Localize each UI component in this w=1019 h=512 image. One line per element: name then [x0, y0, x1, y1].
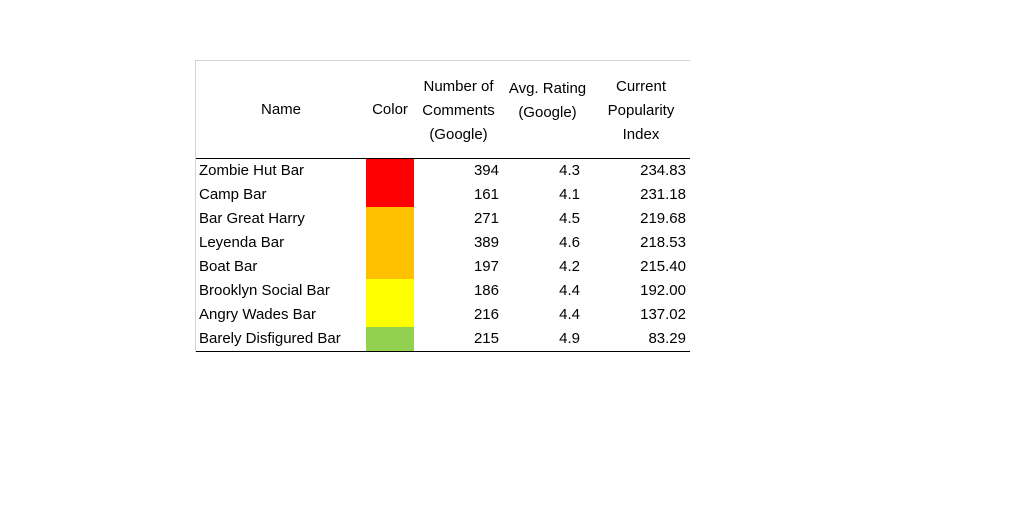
table-body: Zombie Hut Bar 394 4.3 234.83 Camp Bar 161 4.1… — [196, 158, 690, 352]
cell-rating: 4.5 — [559, 210, 580, 227]
cell-name: Camp Bar — [199, 186, 267, 203]
cell-name: Leyenda Bar — [199, 234, 285, 251]
cell-color-swatch — [366, 158, 414, 183]
cell-comments: 197 — [473, 258, 499, 275]
table-row: Leyenda Bar 389 4.6 218.53 — [196, 231, 690, 255]
cell-popularity: 192.00 — [640, 282, 686, 299]
cell-rating: 4.9 — [503, 327, 592, 352]
cell-popularity: 215.40 — [640, 258, 686, 275]
header-comments: Number of Comments (Google) — [414, 61, 503, 159]
cell-popularity: 234.83 — [640, 162, 686, 179]
cell-comments: 186 — [473, 282, 499, 299]
header-popularity-line-2: Popularity — [607, 101, 675, 119]
cell-color-swatch — [366, 327, 414, 352]
cell-color-swatch — [366, 255, 414, 279]
bar-popularity-table: Name Color Number of Comments (Google) A… — [195, 60, 690, 352]
cell-popularity: 231.18 — [640, 186, 686, 203]
table-row: Boat Bar 197 4.2 215.40 — [196, 255, 690, 279]
table-row: Brooklyn Social Bar 186 4.4 192.00 — [196, 279, 690, 303]
cell-name: Angry Wades Bar — [199, 306, 316, 323]
header-rating-line-1: Avg. Rating — [508, 79, 587, 97]
header-rating: Avg. Rating (Google) — [503, 61, 592, 159]
header-name: Name — [196, 61, 366, 159]
table-row: Camp Bar 161 4.1 231.18 — [196, 183, 690, 207]
header-rating-line-2: (Google) — [518, 103, 577, 121]
cell-color-swatch — [366, 183, 414, 207]
header-popularity: Current Popularity Index — [592, 61, 690, 159]
data-table: Name Color Number of Comments (Google) A… — [196, 61, 690, 352]
table-row: Barely Disfigured Bar 215 4.9 83.29 — [196, 327, 690, 352]
cell-popularity: 137.02 — [640, 306, 686, 323]
header-comments-line-3: (Google) — [429, 125, 488, 143]
cell-comments: 389 — [473, 234, 499, 251]
table-row: Angry Wades Bar 216 4.4 137.02 — [196, 303, 690, 327]
cell-comments: 394 — [473, 162, 499, 179]
cell-popularity: 219.68 — [640, 210, 686, 227]
cell-color-swatch — [366, 303, 414, 327]
cell-comments: 161 — [473, 186, 499, 203]
header-comments-line-1: Number of — [423, 77, 494, 95]
cell-name: Boat Bar — [199, 258, 258, 275]
header-comments-line-2: Comments — [422, 101, 495, 119]
cell-rating: 4.2 — [559, 258, 580, 275]
cell-rating: 4.3 — [559, 162, 580, 179]
header-color-line-1: Color — [372, 100, 408, 118]
cell-name: Bar Great Harry — [199, 210, 305, 227]
cell-name: Zombie Hut Bar — [199, 162, 305, 179]
cell-name: Brooklyn Social Bar — [199, 282, 330, 299]
header-row: Name Color Number of Comments (Google) A… — [196, 61, 690, 159]
cell-rating: 4.4 — [559, 282, 580, 299]
header-popularity-line-1: Current — [615, 77, 667, 95]
table-row: Zombie Hut Bar 394 4.3 234.83 — [196, 158, 690, 183]
header-name-line-1: Name — [260, 100, 301, 118]
cell-rating: 4.1 — [559, 186, 580, 203]
header-popularity-line-3: Index — [622, 125, 660, 143]
cell-color-swatch — [366, 279, 414, 303]
cell-rating: 4.6 — [559, 234, 580, 251]
cell-popularity: 83.29 — [592, 327, 690, 352]
cell-name: Barely Disfigured Bar — [196, 327, 366, 352]
cell-comments: 215 — [414, 327, 503, 352]
cell-rating: 4.4 — [559, 306, 580, 323]
header-color: Color — [366, 61, 414, 159]
cell-color-swatch — [366, 207, 414, 231]
table-row: Bar Great Harry 271 4.5 219.68 — [196, 207, 690, 231]
cell-popularity: 218.53 — [640, 234, 686, 251]
cell-comments: 216 — [473, 306, 499, 323]
cell-comments: 271 — [473, 210, 499, 227]
cell-color-swatch — [366, 231, 414, 255]
